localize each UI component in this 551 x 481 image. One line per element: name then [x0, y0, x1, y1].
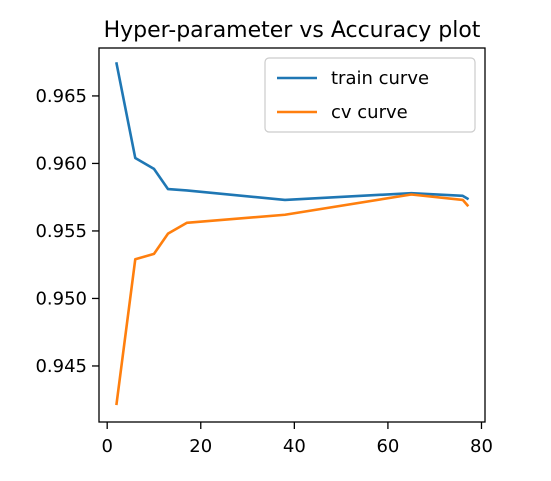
series-line-1: [117, 194, 468, 403]
x-tick-label-1: 20: [189, 436, 212, 457]
chart-title: Hyper-parameter vs Accuracy plot: [104, 18, 481, 43]
x-tick-label-3: 60: [376, 436, 399, 457]
y-tick-label-2: 0.955: [35, 221, 87, 242]
x-tick-label-4: 80: [470, 436, 493, 457]
legend-label-0: train curve: [331, 68, 429, 89]
y-tick-label-0: 0.945: [35, 356, 87, 377]
x-tick-label-2: 40: [283, 436, 306, 457]
y-tick-label-3: 0.960: [35, 153, 87, 174]
legend-label-1: cv curve: [331, 102, 408, 123]
y-tick-label-1: 0.950: [35, 288, 87, 309]
x-tick-label-0: 0: [101, 436, 112, 457]
legend: train curve cv curve: [265, 58, 475, 132]
y-tick-label-4: 0.965: [35, 86, 87, 107]
